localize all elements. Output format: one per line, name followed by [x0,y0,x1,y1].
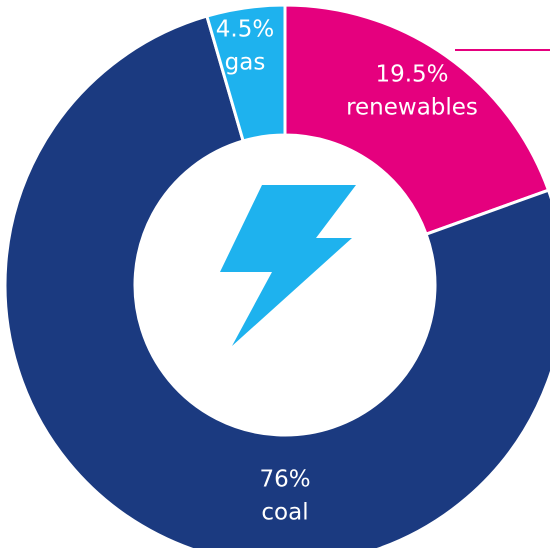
value-label: 76% [259,467,310,493]
category-label: coal [261,500,308,526]
value-label: 4.5% [216,17,274,43]
category-label: gas [225,50,266,76]
slice [205,3,287,143]
lightning-icon [220,185,356,346]
slice [283,3,550,237]
category-label: renewables [346,95,478,121]
slice [3,14,550,548]
labels: 19.5% renewables 76% coal 4.5% gas [216,17,478,526]
slices [3,3,550,548]
value-label: 19.5% [375,62,448,88]
